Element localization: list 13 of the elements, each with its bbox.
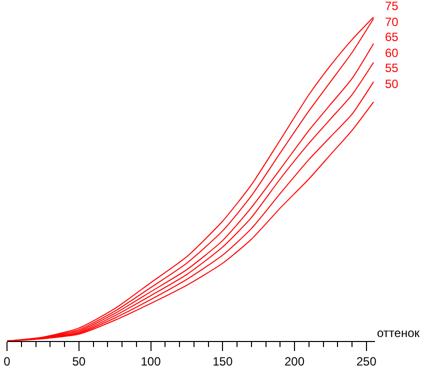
- x-tick-label: 250: [356, 354, 377, 368]
- x-tick-label: 200: [284, 354, 305, 368]
- series-label: 55: [385, 61, 399, 75]
- x-tick-label: 50: [72, 354, 86, 368]
- x-tick-label: 150: [212, 354, 233, 368]
- x-tick-label: 100: [140, 354, 162, 368]
- series-label: 50: [385, 77, 399, 91]
- x-axis-title: оттенок: [377, 326, 420, 340]
- series-label: 65: [385, 30, 399, 44]
- series-label: 75: [385, 0, 399, 13]
- x-tick-label: 0: [4, 354, 11, 368]
- series-label: 60: [385, 46, 399, 60]
- series-label: 70: [385, 15, 399, 29]
